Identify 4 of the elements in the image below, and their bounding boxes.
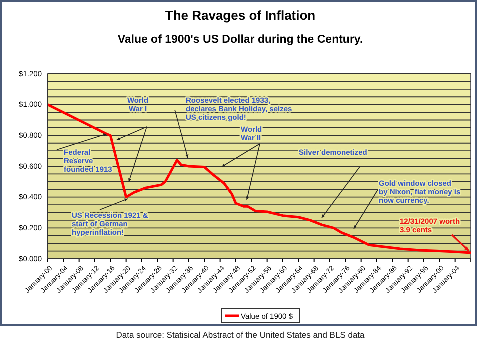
chart-title: The Ravages of Inflation [165,8,316,23]
chart-subtitle: Value of 1900's US Dollar during the Century. [118,34,364,46]
line-series [46,104,472,254]
source-note: Data source: Statisical Abstract of the United States and BLS data [116,330,366,340]
